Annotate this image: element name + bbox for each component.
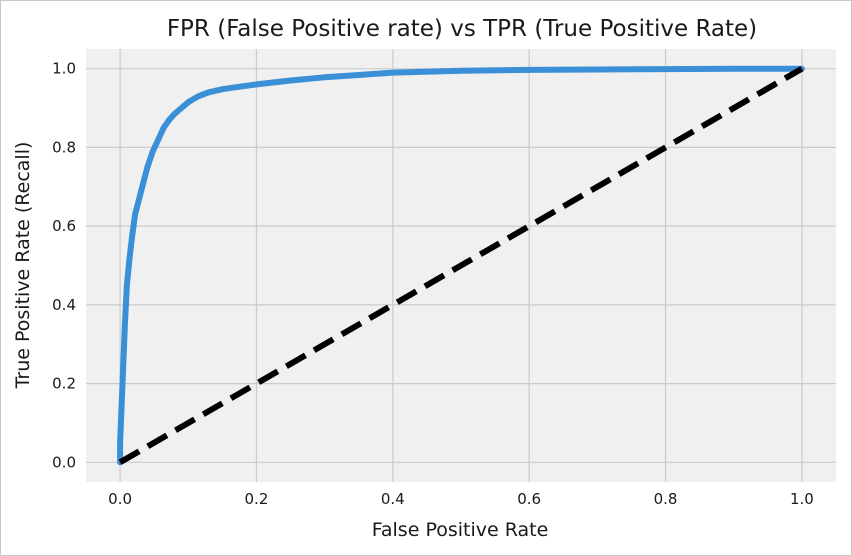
x-tick-label: 0.2 [245, 490, 269, 508]
y-axis-label: True Positive Rate (Recall) [12, 142, 34, 390]
y-tick-label: 0.4 [52, 296, 76, 314]
diagonal-reference-line [118, 66, 804, 465]
y-tick-label: 0.6 [52, 217, 76, 235]
y-tick-label: 1.0 [52, 60, 76, 78]
chart-title: FPR (False Positive rate) vs TPR (True P… [167, 16, 757, 42]
roc-curve-line [117, 65, 805, 466]
y-tick-labels: 0.0 0.2 0.4 0.6 0.8 1.0 [52, 60, 76, 472]
x-tick-label: 0.4 [381, 490, 405, 508]
y-tick-label: 0.0 [52, 453, 76, 471]
x-tick-labels: 0.0 0.2 0.4 0.6 0.8 1.0 [108, 490, 814, 508]
grid-lines-x [119, 49, 803, 482]
x-tick-label: 0.0 [108, 490, 132, 508]
x-tick-label: 0.8 [654, 490, 678, 508]
series-layer [117, 65, 805, 466]
x-tick-label: 1.0 [790, 490, 814, 508]
x-tick-label: 0.6 [517, 490, 541, 508]
x-axis-label: False Positive Rate [372, 519, 549, 541]
y-tick-label: 0.8 [52, 138, 76, 156]
y-tick-label: 0.2 [52, 375, 76, 393]
